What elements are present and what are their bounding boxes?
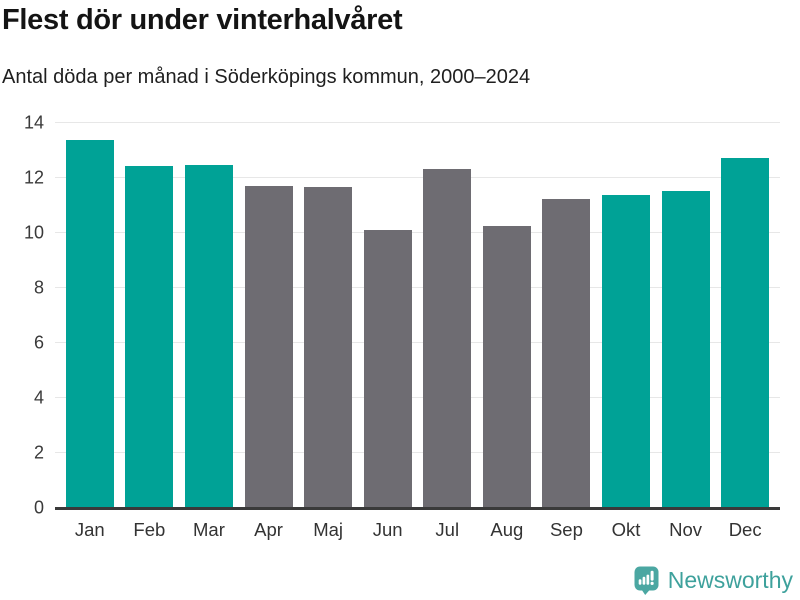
bar-slot <box>358 123 418 508</box>
bar-slot <box>596 123 656 508</box>
y-tick-label: 2 <box>33 442 44 463</box>
x-tick-label: Aug <box>490 519 524 540</box>
gridline-8 <box>55 287 780 288</box>
y-tick-label: 6 <box>33 332 44 353</box>
y-tick-label: 12 <box>23 167 44 188</box>
y-tick-label: 4 <box>33 387 44 408</box>
gridline-14 <box>55 122 780 123</box>
bar-okt <box>601 194 650 508</box>
chart-subtitle: Antal döda per månad i Söderköpings komm… <box>2 66 531 88</box>
plot-area <box>55 122 780 510</box>
gridline-4 <box>55 397 780 398</box>
bar-slot <box>656 123 716 508</box>
y-tick-label: 0 <box>33 497 44 518</box>
bar-aug <box>482 226 531 508</box>
x-tick-label: Maj <box>313 519 343 540</box>
x-tick-label: Okt <box>611 519 641 540</box>
bar-jul <box>423 169 472 508</box>
brand-name: Newsworthy <box>667 567 793 593</box>
x-axis-labels: Jan Feb Mar Apr Maj Jun Jul Aug Sep Okt Nov Dec <box>55 519 780 541</box>
gridline-10 <box>55 232 780 233</box>
newsworthy-logo-icon <box>634 566 659 595</box>
bar-apr <box>244 185 293 508</box>
y-axis: 0 2 4 6 8 10 12 14 <box>0 113 44 518</box>
bar-feb <box>125 165 174 508</box>
x-tick-label: Mar <box>193 519 225 540</box>
bar-slot <box>60 123 120 508</box>
bar-slot <box>179 123 239 508</box>
gridline-2 <box>55 452 780 453</box>
gridline-12 <box>55 177 780 178</box>
bar-slot <box>298 123 358 508</box>
x-tick-label: Dec <box>728 519 762 540</box>
bar-jun <box>363 229 412 508</box>
bar-slot <box>417 123 477 508</box>
x-tick-label: Jul <box>435 519 460 540</box>
bar-maj <box>304 186 353 508</box>
bar-dec <box>721 158 770 508</box>
y-tick-label: 10 <box>23 222 44 243</box>
gridline-6 <box>55 342 780 343</box>
bar-jan <box>65 139 114 508</box>
chart-title: Flest dör under vinterhalvåret <box>2 4 403 36</box>
x-tick-label: Jan <box>74 519 105 540</box>
y-tick-label: 8 <box>33 277 44 298</box>
bar-slot <box>120 123 180 508</box>
x-tick-label: Feb <box>133 519 166 540</box>
bar-mar <box>184 164 233 508</box>
bar-slot <box>239 123 299 508</box>
bar-slot <box>477 123 537 508</box>
bar-series <box>55 123 780 508</box>
bar-slot <box>715 123 775 508</box>
x-tick-label: Apr <box>254 519 283 540</box>
y-tick-label: 14 <box>23 112 44 133</box>
x-axis-line <box>55 506 780 510</box>
bar-slot <box>537 123 597 508</box>
bar-sep <box>542 198 591 508</box>
brand-footer: Newsworthy <box>634 566 793 595</box>
bar-nov <box>661 191 710 508</box>
x-tick-label: Nov <box>669 519 703 540</box>
x-tick-label: Jun <box>372 519 403 540</box>
x-tick-label: Sep <box>549 519 583 540</box>
